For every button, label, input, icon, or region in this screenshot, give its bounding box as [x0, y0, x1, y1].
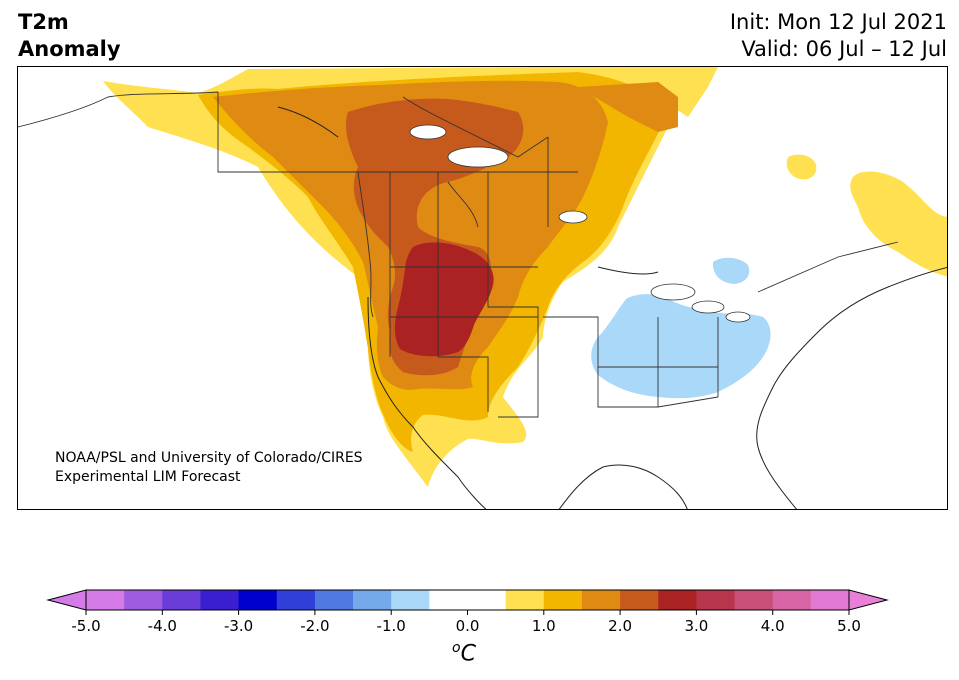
colorbar-segment: [696, 590, 736, 610]
colorbar-tick-label: -3.0: [224, 617, 253, 635]
colorbar-segment: [391, 590, 430, 610]
colorbar-extend-min: [46, 589, 87, 611]
colorbar-ticks: -5.0 -4.0 -3.0 -2.0 -1.0 0.0 1.0 2.0 3.0 4.0 5.0: [71, 610, 861, 635]
colorbar-tick-label: -1.0: [377, 617, 406, 635]
colorbar-segment: [429, 590, 468, 610]
colorbar-tick-label: -5.0: [71, 617, 100, 635]
colorbar-tick-label: -2.0: [300, 617, 329, 635]
colorbar-segment: [86, 590, 125, 610]
colorbar-segment: [124, 590, 163, 610]
colorbar-segment: [810, 590, 850, 610]
colorbar-segment: [200, 590, 240, 610]
map-svg: [18, 67, 947, 509]
colorbar-frame: [85, 589, 850, 611]
warm-anomaly-dark-orange-east: [578, 82, 678, 132]
colorbar-segment: [467, 590, 507, 610]
cool-anomaly-light-blue-north: [712, 257, 750, 284]
colorbar-segment: [353, 590, 392, 610]
colorbar-segments: [86, 590, 850, 610]
type-title: Anomaly: [18, 37, 121, 61]
colorbar-segment: [543, 590, 583, 610]
degree-symbol: o: [452, 640, 461, 656]
credit-line-1: NOAA/PSL and University of Colorado/CIRE…: [55, 450, 363, 466]
colorbar-segment: [314, 590, 354, 610]
credit-line-2: Experimental LIM Forecast: [55, 469, 241, 485]
lakes: [409, 124, 751, 323]
unit-letter: C: [460, 641, 476, 667]
coastlines: [277, 106, 947, 509]
colorbar-segment: [162, 590, 201, 610]
valid-range: Valid: 06 Jul – 12 Jul: [741, 37, 947, 61]
cool-anomaly-light-blue: [591, 294, 771, 399]
date-block: Init: Mon 12 Jul 2021 Valid: 06 Jul – 12…: [730, 9, 947, 63]
colorbar-unit: oC: [452, 640, 476, 666]
colorbar-segment: [276, 590, 316, 610]
colorbar-segment: [581, 590, 621, 610]
colorbar-tick-label: -4.0: [148, 617, 177, 635]
warm-anomaly-red-orange-north: [416, 104, 524, 155]
colorbar-tick-label: 5.0: [837, 617, 861, 635]
init-date: Init: Mon 12 Jul 2021: [729, 10, 947, 34]
colorbar-tick-label: 2.0: [608, 617, 632, 635]
country-borders: [18, 91, 899, 418]
warm-anomaly-yellow-lab: [786, 154, 817, 180]
colorbar-tick-label: 1.0: [532, 617, 556, 635]
warm-anomaly-dark-red: [394, 242, 494, 357]
colorbar-extend-max: [848, 589, 889, 611]
colorbar-segment: [658, 590, 697, 610]
credit-text: NOAA/PSL and University of Colorado/CIRE…: [55, 449, 363, 487]
variable-title: T2m: [18, 10, 69, 34]
colorbar-tick-label: 0.0: [456, 617, 480, 635]
colorbar-segment: [772, 590, 812, 610]
colorbar-segment: [620, 590, 659, 610]
colorbar-segment: [734, 590, 774, 610]
anomaly-map: [17, 66, 948, 510]
colorbar-segment: [238, 590, 278, 610]
colorbar-tick-label: 3.0: [684, 617, 708, 635]
colorbar-tick-label: 4.0: [761, 617, 785, 635]
colorbar-segment: [505, 590, 545, 610]
title-block: T2m Anomaly: [18, 9, 121, 63]
warm-anomaly-yellow-ne: [850, 171, 947, 277]
